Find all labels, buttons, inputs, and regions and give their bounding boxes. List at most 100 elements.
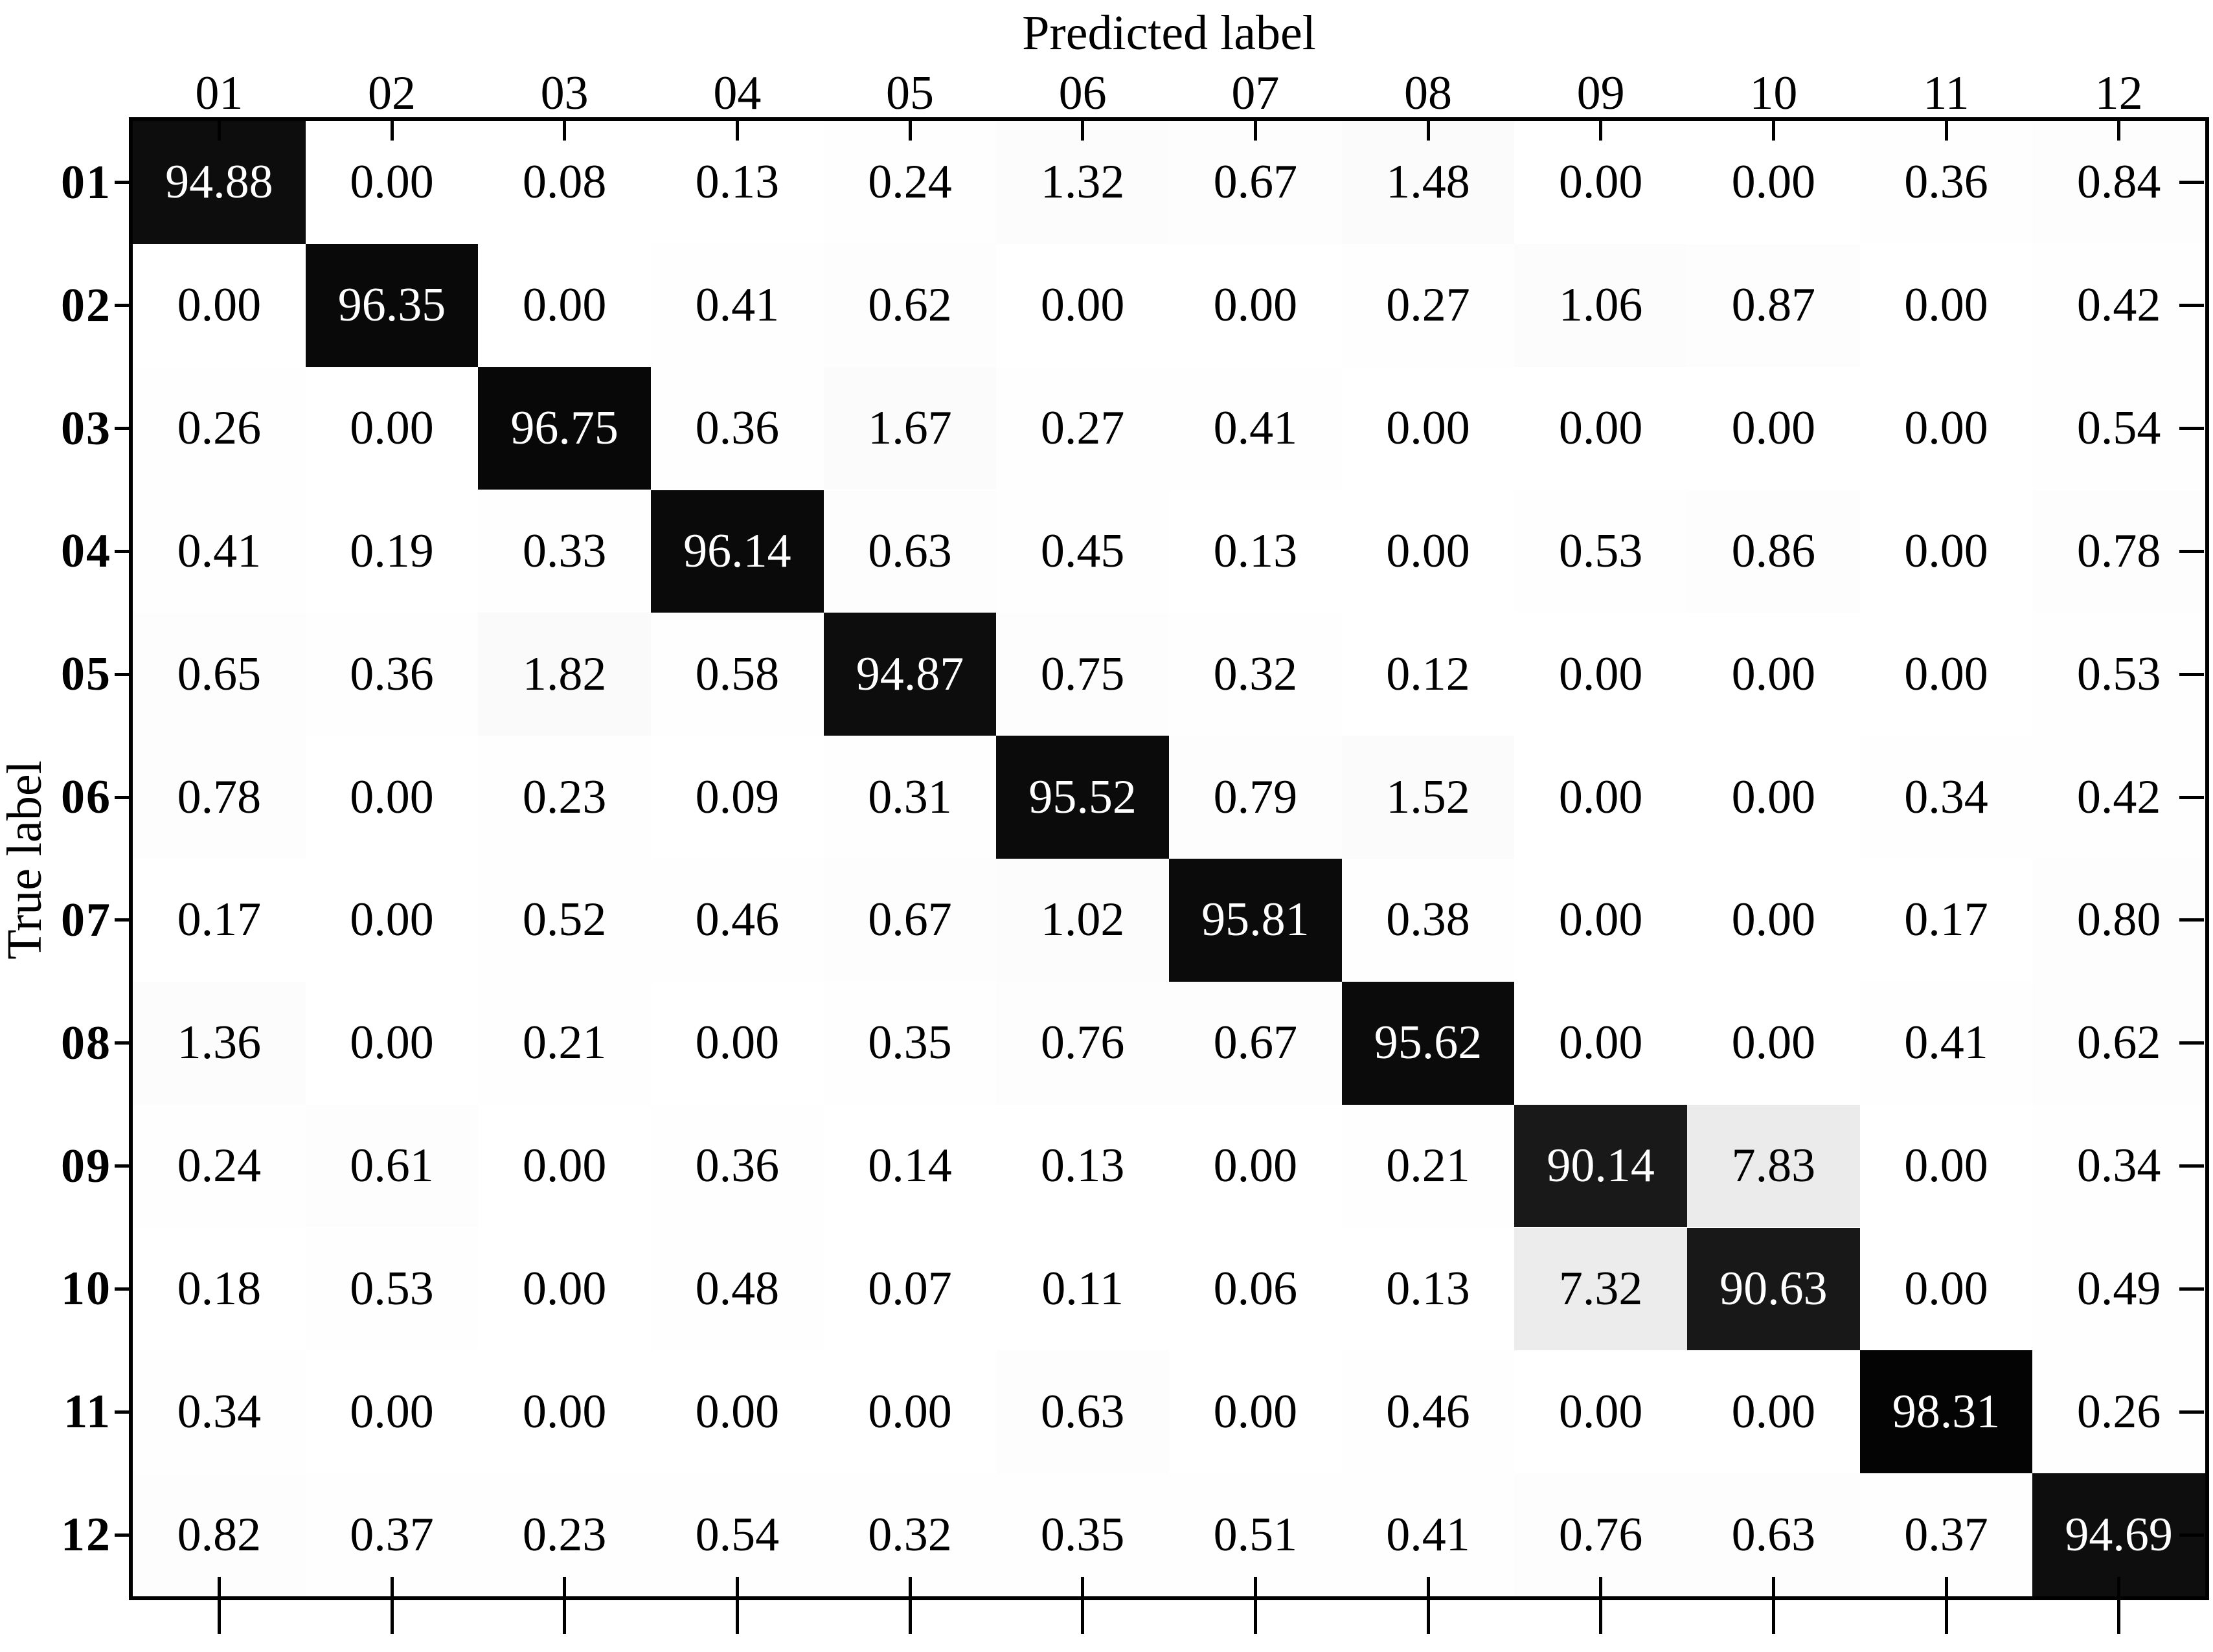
matrix-cell: 0.53 — [1514, 490, 1687, 613]
col-header: 05 — [886, 67, 934, 120]
matrix-cell: 0.00 — [1169, 1104, 1342, 1228]
matrix-cell: 0.00 — [305, 859, 479, 982]
left-tick-mark — [115, 1287, 133, 1291]
matrix-cell: 0.79 — [1169, 736, 1342, 859]
matrix-cell: 0.46 — [651, 859, 824, 982]
matrix-cell: 0.00 — [478, 1104, 651, 1228]
matrix-cell: 0.18 — [133, 1227, 306, 1351]
bottom-tick-mark — [2117, 1577, 2121, 1634]
top-tick-mark — [2117, 121, 2121, 141]
row-label: 06 — [61, 771, 111, 824]
right-tick-mark — [2179, 181, 2204, 185]
row-label: 05 — [61, 648, 111, 701]
col-header: 08 — [1404, 67, 1452, 120]
y-axis-title: True label — [0, 760, 52, 960]
left-tick-mark — [115, 1410, 133, 1414]
top-tick-mark — [908, 121, 912, 141]
bottom-tick-mark — [1771, 1577, 1775, 1634]
matrix-cell: 0.41 — [651, 243, 824, 367]
matrix-cell: 0.17 — [133, 859, 306, 982]
matrix-cell: 0.86 — [1687, 490, 1860, 613]
row-label: 07 — [61, 893, 111, 947]
matrix-cell: 0.23 — [478, 736, 651, 859]
col-header: 06 — [1058, 67, 1107, 120]
row-label: 10 — [61, 1262, 111, 1316]
matrix-cell: 96.35 — [305, 243, 479, 367]
matrix-cell: 0.13 — [1341, 1227, 1515, 1351]
row-label: 12 — [61, 1508, 111, 1562]
right-tick-mark — [2179, 1041, 2204, 1045]
matrix-cell: 0.00 — [1859, 1227, 2033, 1351]
matrix-cell: 0.00 — [1169, 1350, 1342, 1474]
left-tick-mark — [115, 304, 133, 308]
matrix-cell: 0.54 — [2032, 367, 2205, 490]
heatmap-plot-area: 94.88 0.00 0.08 0.13 0.24 1.32 0.67 1.48 0.00 0.0… — [129, 117, 2209, 1600]
matrix-cell: 98.31 — [1859, 1350, 2033, 1474]
matrix-cell: 94.88 — [133, 121, 306, 244]
matrix-cell: 0.00 — [1859, 490, 2033, 613]
col-header: 10 — [1749, 67, 1798, 120]
col-header: 04 — [713, 67, 762, 120]
matrix-cell: 0.13 — [996, 1104, 1169, 1228]
matrix-cell: 0.36 — [305, 613, 479, 736]
matrix-cell: 94.87 — [823, 613, 997, 736]
matrix-cell: 0.06 — [1169, 1227, 1342, 1351]
right-tick-mark — [2179, 1287, 2204, 1291]
matrix-cell: 0.08 — [478, 121, 651, 244]
matrix-cell: 0.33 — [478, 490, 651, 613]
matrix-cell: 0.80 — [2032, 859, 2205, 982]
col-header: 12 — [2094, 67, 2143, 120]
matrix-cell: 0.00 — [1687, 981, 1860, 1105]
matrix-cell: 0.75 — [996, 613, 1169, 736]
matrix-cell: 95.81 — [1169, 859, 1342, 982]
matrix-cell: 0.26 — [2032, 1350, 2205, 1474]
matrix-cell: 0.00 — [1341, 367, 1515, 490]
matrix-cell: 0.34 — [1859, 736, 2033, 859]
matrix-cell: 95.62 — [1341, 981, 1515, 1105]
matrix-cell: 0.53 — [305, 1227, 479, 1351]
col-header: 07 — [1231, 67, 1280, 120]
matrix-cell: 0.00 — [1514, 1350, 1687, 1474]
matrix-cell: 0.00 — [478, 1350, 651, 1474]
matrix-cell: 1.02 — [996, 859, 1169, 982]
matrix-cell: 0.62 — [2032, 981, 2205, 1105]
matrix-cell: 0.00 — [305, 736, 479, 859]
matrix-cell: 1.48 — [1341, 121, 1515, 244]
matrix-cell: 1.36 — [133, 981, 306, 1105]
left-tick-mark — [115, 1164, 133, 1168]
bottom-tick-mark — [390, 1577, 394, 1634]
x-axis-title: Predicted label — [1022, 6, 1316, 60]
matrix-cell: 0.00 — [1859, 613, 2033, 736]
top-tick-mark — [1944, 121, 1948, 141]
matrix-cell: 0.00 — [1687, 736, 1860, 859]
matrix-cell: 0.41 — [1341, 1473, 1515, 1596]
bottom-tick-mark — [908, 1577, 912, 1634]
matrix-cell: 0.65 — [133, 613, 306, 736]
matrix-cell: 0.67 — [823, 859, 997, 982]
bottom-tick-mark — [1253, 1577, 1257, 1634]
row-label: 02 — [61, 278, 111, 332]
matrix-cell: 0.78 — [2032, 490, 2205, 613]
top-tick-mark — [735, 121, 739, 141]
matrix-cell: 0.00 — [823, 1350, 997, 1474]
matrix-cell: 0.00 — [1169, 243, 1342, 367]
bottom-tick-mark — [1081, 1577, 1085, 1634]
matrix-cell: 0.00 — [651, 1350, 824, 1474]
matrix-cell: 0.31 — [823, 736, 997, 859]
matrix-cell: 0.17 — [1859, 859, 2033, 982]
row-label: 01 — [61, 155, 111, 209]
matrix-cell: 0.00 — [1514, 859, 1687, 982]
matrix-cell: 0.19 — [305, 490, 479, 613]
matrix-cell: 0.07 — [823, 1227, 997, 1351]
bottom-tick-mark — [563, 1577, 567, 1634]
matrix-cell: 0.00 — [1341, 490, 1515, 613]
top-tick-mark — [217, 121, 221, 141]
matrix-cell: 96.75 — [478, 367, 651, 490]
left-tick-mark — [115, 181, 133, 185]
right-tick-mark — [2179, 1533, 2204, 1537]
matrix-cell: 0.48 — [651, 1227, 824, 1351]
matrix-cell: 0.00 — [305, 1350, 479, 1474]
matrix-cell: 0.00 — [1859, 367, 2033, 490]
matrix-cell: 1.06 — [1514, 243, 1687, 367]
top-tick-mark — [1081, 121, 1085, 141]
